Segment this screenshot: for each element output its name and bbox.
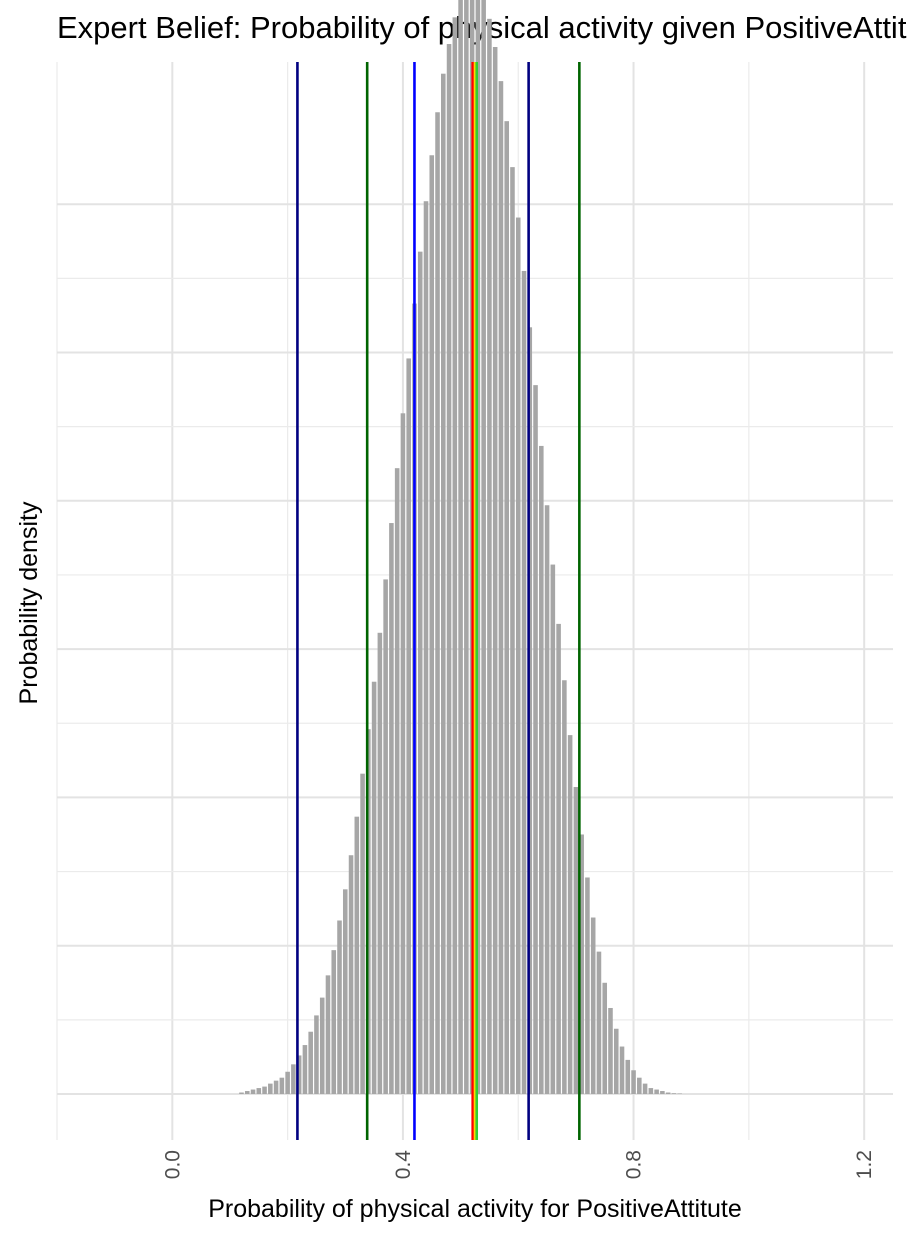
histogram-bar (360, 773, 365, 1094)
histogram-bar (539, 445, 544, 1095)
histogram-bar (429, 155, 435, 1095)
histogram-bar (562, 680, 567, 1094)
histogram-bar (423, 201, 429, 1094)
histogram-bar (331, 950, 337, 1094)
histogram-bar (596, 951, 602, 1094)
x-tick-label: 0.4 (392, 1150, 415, 1180)
histogram-bar (590, 917, 596, 1094)
x-tick-labels: 0.0 0.4 0.8 1.2 (161, 1150, 876, 1180)
histogram-bar (239, 1092, 244, 1094)
histogram-bar (319, 997, 325, 1094)
histogram-bar (291, 1064, 296, 1094)
histogram-bar (613, 1028, 619, 1094)
histogram-bar (348, 855, 354, 1094)
histogram-bar (671, 1093, 677, 1094)
histogram-bar (342, 889, 348, 1094)
histogram-bar (533, 385, 538, 1095)
histogram-bar (296, 1055, 302, 1094)
histogram-bar (481, 0, 486, 1094)
histogram-bar (464, 0, 469, 1094)
histogram-bar (602, 982, 608, 1094)
histogram-bar (406, 358, 411, 1094)
histogram-bar (354, 816, 360, 1094)
histogram-bar (544, 505, 550, 1094)
histogram-bar (579, 834, 584, 1094)
histogram-bar (314, 1015, 319, 1094)
histogram-bar (550, 564, 556, 1094)
histogram-bar (585, 877, 590, 1094)
histogram-bar (648, 1088, 654, 1094)
histogram-bar (325, 975, 331, 1094)
histogram-bar (608, 1007, 613, 1094)
x-tick-label: 0.8 (623, 1150, 646, 1179)
histogram-bar (273, 1080, 279, 1094)
histogram-bar (573, 787, 579, 1094)
x-tick-label: 0.0 (161, 1150, 184, 1179)
histogram-bar (441, 73, 446, 1095)
histogram-bar (377, 632, 383, 1094)
histogram-bar (498, 81, 504, 1094)
histogram-bar (492, 47, 498, 1095)
histogram-bar (504, 121, 509, 1095)
histogram-bar (619, 1046, 625, 1094)
histogram-bar (521, 270, 527, 1094)
histogram-bar (487, 18, 492, 1095)
histogram-bar (262, 1086, 267, 1094)
histogram-bar (371, 681, 377, 1094)
histogram-bar (556, 623, 561, 1094)
histogram-bar (446, 44, 452, 1094)
histogram-bar (302, 1045, 308, 1094)
x-axis-title: Probability of physical activity for Pos… (208, 1195, 742, 1223)
histogram-bar (637, 1077, 642, 1094)
histogram-bar (417, 251, 423, 1094)
x-tick-label: 1.2 (853, 1150, 876, 1179)
histogram-bar (279, 1077, 285, 1094)
histogram-bar (383, 579, 388, 1094)
histogram-bar (400, 413, 406, 1095)
histogram-bars (239, 0, 682, 1095)
histogram-bar (337, 920, 342, 1094)
histogram-bar (665, 1092, 671, 1094)
histogram-bar (394, 468, 400, 1094)
histogram-bar (389, 523, 394, 1094)
histogram-bar (256, 1088, 262, 1094)
histogram-bar (308, 1031, 313, 1094)
histogram-bar (660, 1091, 665, 1094)
histogram-bar (268, 1083, 273, 1094)
histogram-bar (625, 1059, 631, 1094)
histogram-bar (458, 0, 463, 1095)
histogram-bar (515, 217, 521, 1094)
reference-lines (296, 62, 581, 1140)
histogram-bar (244, 1091, 250, 1094)
histogram-bar (250, 1089, 256, 1094)
histogram-bar (642, 1083, 648, 1094)
histogram-bar (435, 112, 440, 1094)
histogram-bar (654, 1089, 659, 1094)
histogram-bar (510, 167, 515, 1094)
y-axis-title: Probability density (15, 501, 43, 704)
histogram-bar (452, 17, 458, 1094)
histogram-bar (631, 1070, 636, 1094)
histogram-bar (567, 735, 573, 1094)
histogram-bar (285, 1071, 290, 1094)
